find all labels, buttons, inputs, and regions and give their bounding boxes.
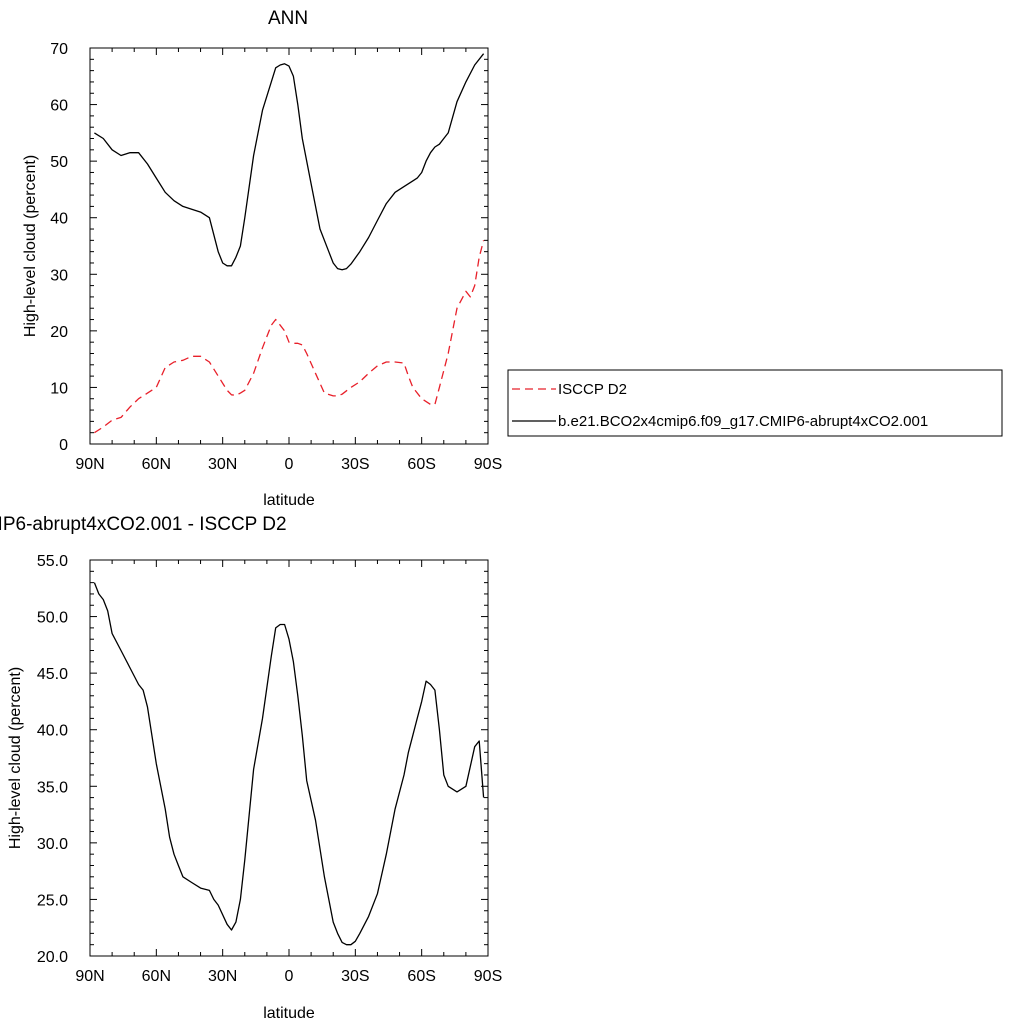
bottom-x-tick-label: 0	[285, 968, 294, 985]
top-series-line-model	[94, 53, 485, 271]
top-x-tick-label: 0	[285, 456, 294, 473]
bottom-ticks: 90N 60N 30N 0 30S 60S 90S 20.0 25.0 30.0 35.0 40.0 4…	[37, 553, 502, 985]
bottom-chart-title: b.e21.BCO2x4cmip6.f09_g17.CMIP6-abrupt4x…	[0, 514, 287, 535]
bottom-y-tick-label: 40.0	[37, 723, 68, 740]
bottom-y-tick-label: 45.0	[37, 666, 68, 683]
top-y-tick-label: 70	[50, 41, 68, 58]
legend: ISCCP D2 b.e21.BCO2x4cmip6.f09_g17.CMIP6…	[507, 369, 1003, 437]
bottom-y-tick-label: 50.0	[37, 610, 68, 627]
legend-box	[507, 369, 1003, 437]
bottom-x-tick-label: 90S	[474, 968, 502, 985]
bottom-y-tick-label: 20.0	[37, 949, 68, 966]
top-chart-title: ANN	[268, 8, 308, 29]
bottom-x-tick-label: 90N	[75, 968, 104, 985]
bottom-x-tick-label: 30N	[208, 968, 237, 985]
bottom-plot-frame	[89, 559, 489, 957]
legend-label-model: b.e21.BCO2x4cmip6.f09_g17.CMIP6-abrupt4x…	[558, 413, 928, 430]
top-y-tick-label: 10	[50, 380, 68, 397]
bottom-x-tick-label: 60S	[407, 968, 435, 985]
top-y-tick-label: 30	[50, 267, 68, 284]
top-y-tick-label: 40	[50, 211, 68, 228]
top-x-tick-label: 30N	[208, 456, 237, 473]
top-y-tick-label: 60	[50, 98, 68, 115]
bottom-y-tick-label: 25.0	[37, 892, 68, 909]
top-x-tick-label: 90S	[474, 456, 502, 473]
top-x-tick-label: 90N	[75, 456, 104, 473]
top-y-tick-label: 0	[59, 437, 68, 454]
top-x-tick-label: 60N	[142, 456, 171, 473]
top-x-axis-label: latitude	[263, 492, 315, 509]
bottom-series	[93, 582, 485, 946]
bottom-series-line-model	[93, 582, 485, 946]
top-panel: ANN 90N 60N 30N 0 30S 60S 90S 0 10 20 30 40 50 60 70 l…	[22, 8, 502, 509]
bottom-x-axis-label: latitude	[263, 1005, 315, 1022]
top-x-tick-label: 60S	[407, 456, 435, 473]
bottom-x-tick-label: 60N	[142, 968, 171, 985]
top-y-tick-label: 20	[50, 324, 68, 341]
legend-label-isccp: ISCCP D2	[558, 381, 627, 398]
bottom-panel: b.e21.BCO2x4cmip6.f09_g17.CMIP6-abrupt4x…	[0, 514, 502, 1022]
bottom-y-tick-label: 30.0	[37, 836, 68, 853]
top-series	[94, 53, 485, 434]
bottom-y-axis-label: High-level cloud (percent)	[7, 667, 24, 849]
bottom-x-tick-label: 30S	[341, 968, 369, 985]
top-series-line-isccp	[94, 240, 485, 434]
top-ticks: 90N 60N 30N 0 30S 60S 90S 0 10 20 30 40 50 60 70	[50, 41, 502, 473]
bottom-y-tick-label: 55.0	[37, 553, 68, 570]
top-y-axis-label: High-level cloud (percent)	[22, 155, 39, 337]
bottom-y-tick-label: 35.0	[37, 779, 68, 796]
top-x-tick-label: 30S	[341, 456, 369, 473]
top-plot-frame	[89, 47, 489, 445]
top-y-tick-label: 50	[50, 154, 68, 171]
